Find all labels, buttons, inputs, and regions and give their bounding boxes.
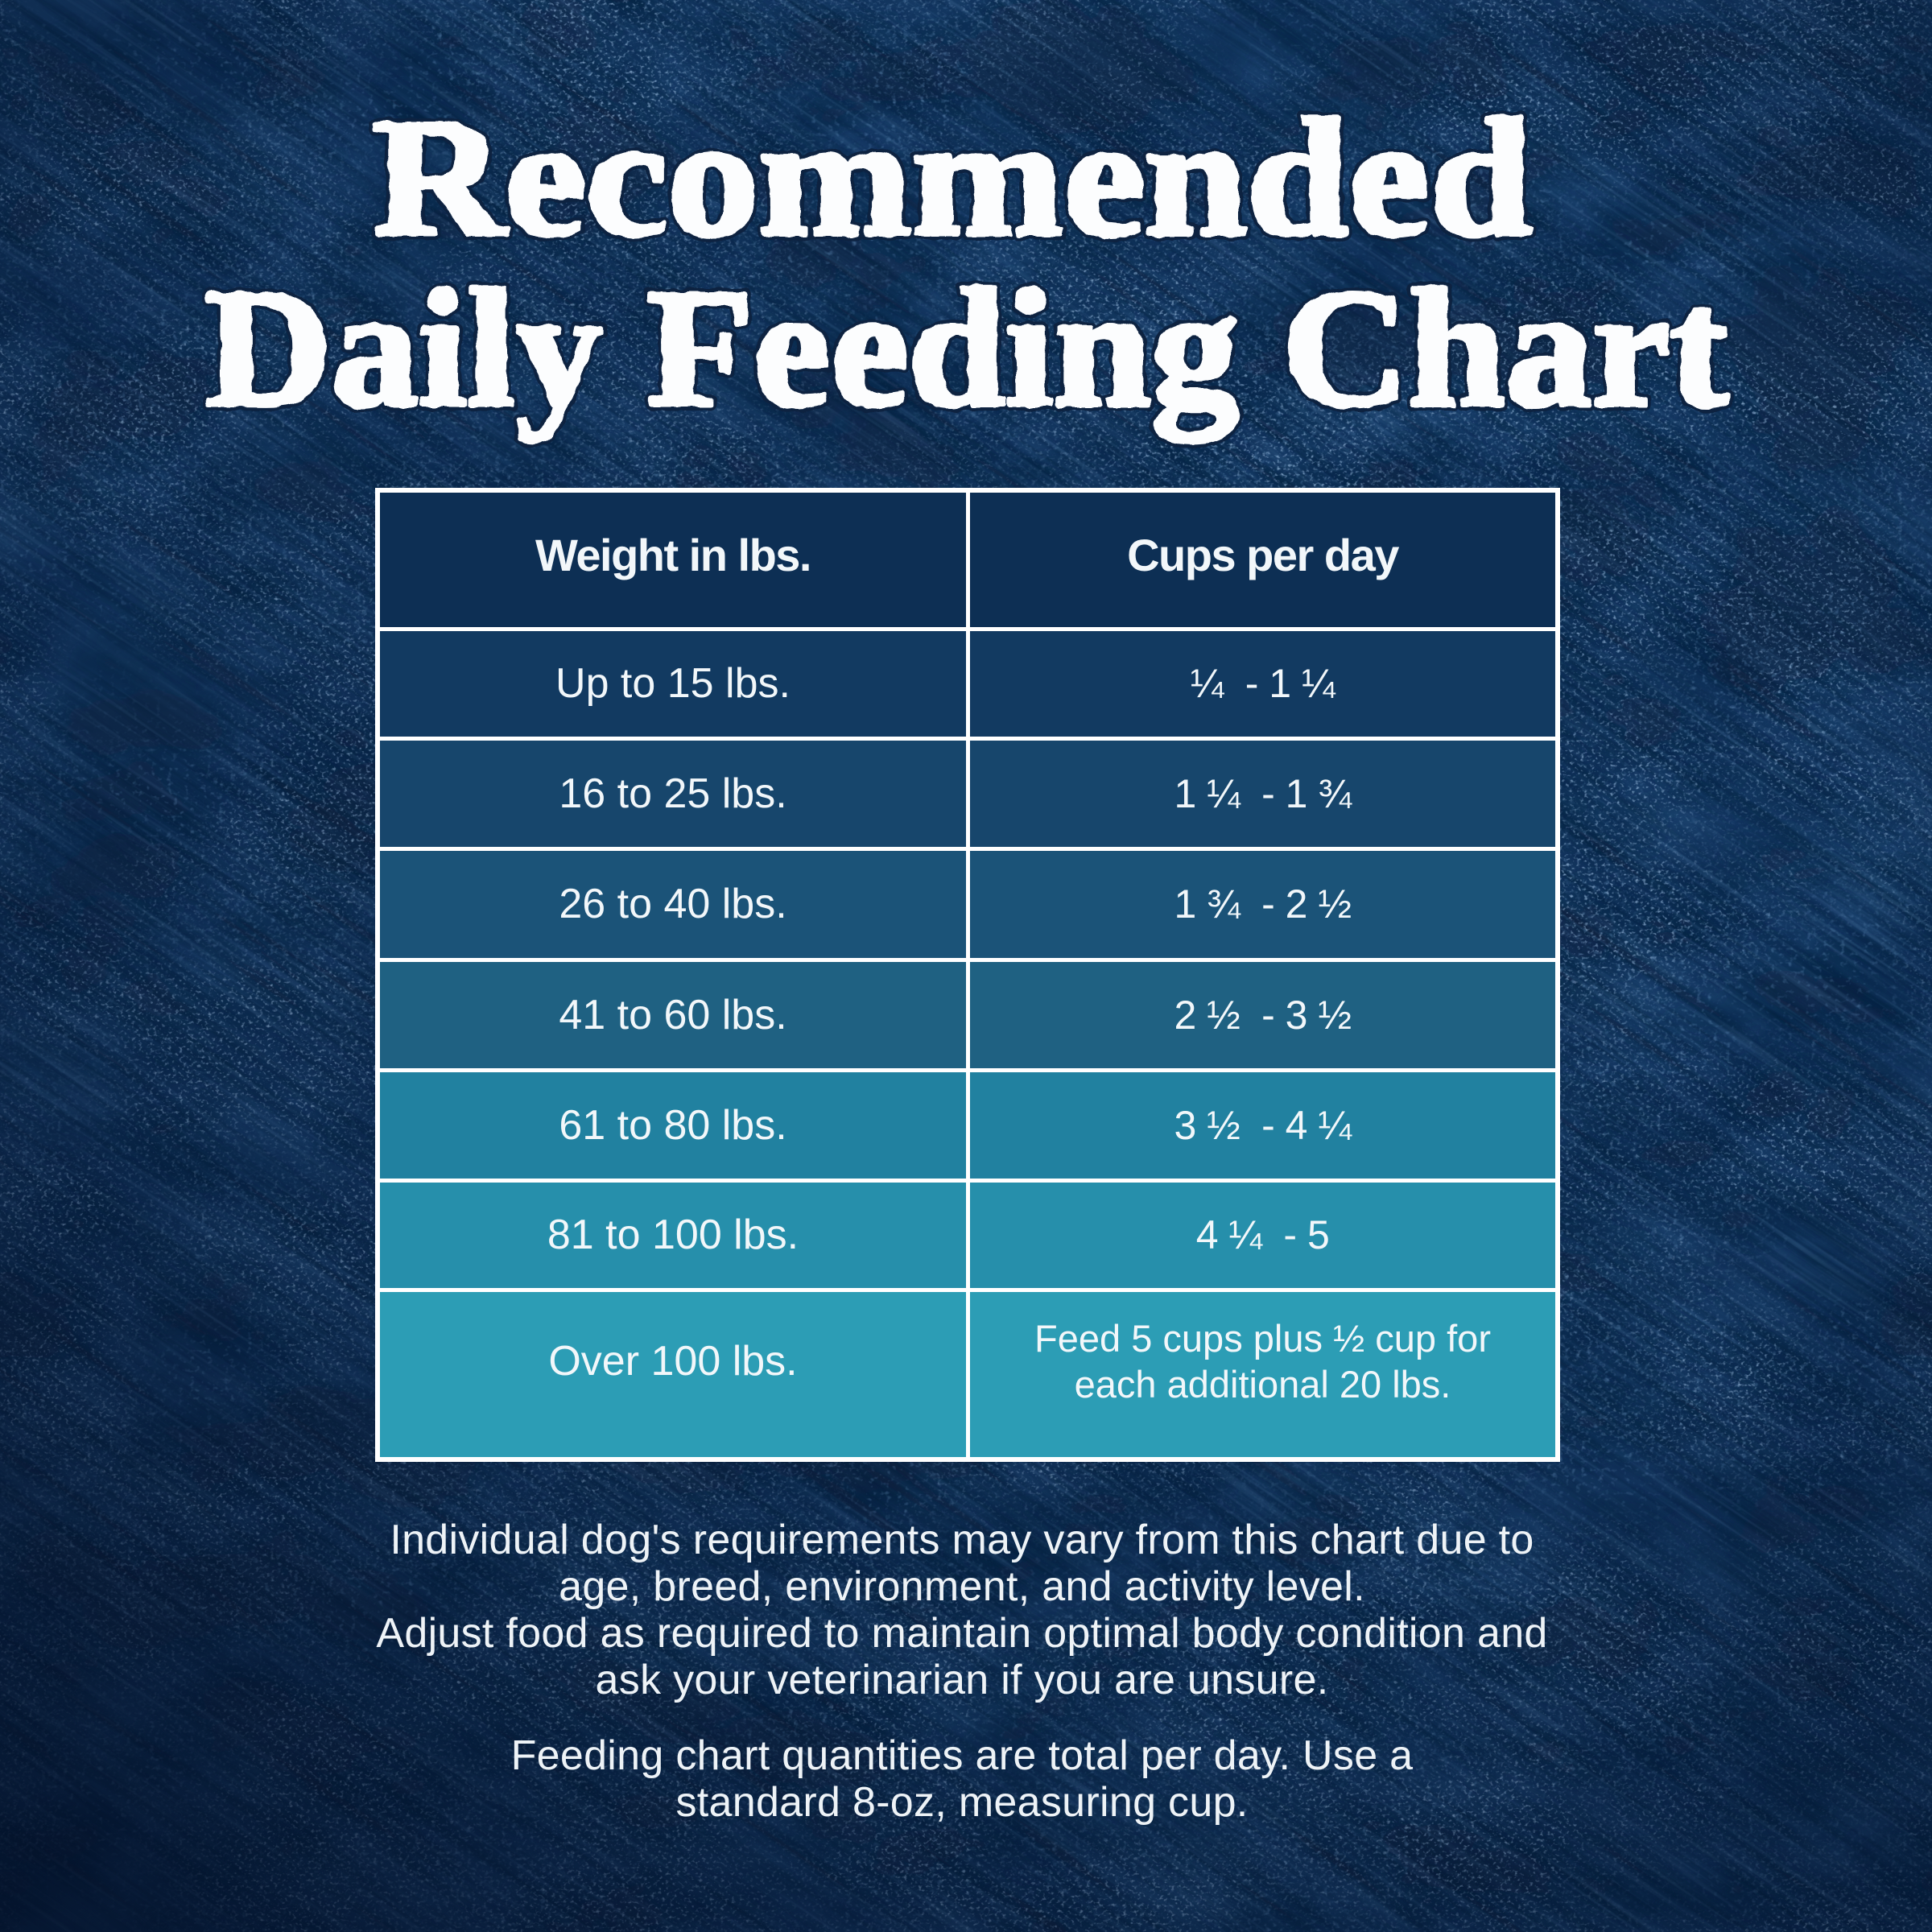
svg-text:Daily Feeding Chart: Daily Feeding Chart: [205, 255, 1728, 442]
svg-text:Daily Feeding Chart: Daily Feeding Chart: [205, 255, 1728, 442]
svg-text:Recommended: Recommended: [373, 85, 1532, 271]
svg-text:Recommended: Recommended: [373, 85, 1532, 271]
